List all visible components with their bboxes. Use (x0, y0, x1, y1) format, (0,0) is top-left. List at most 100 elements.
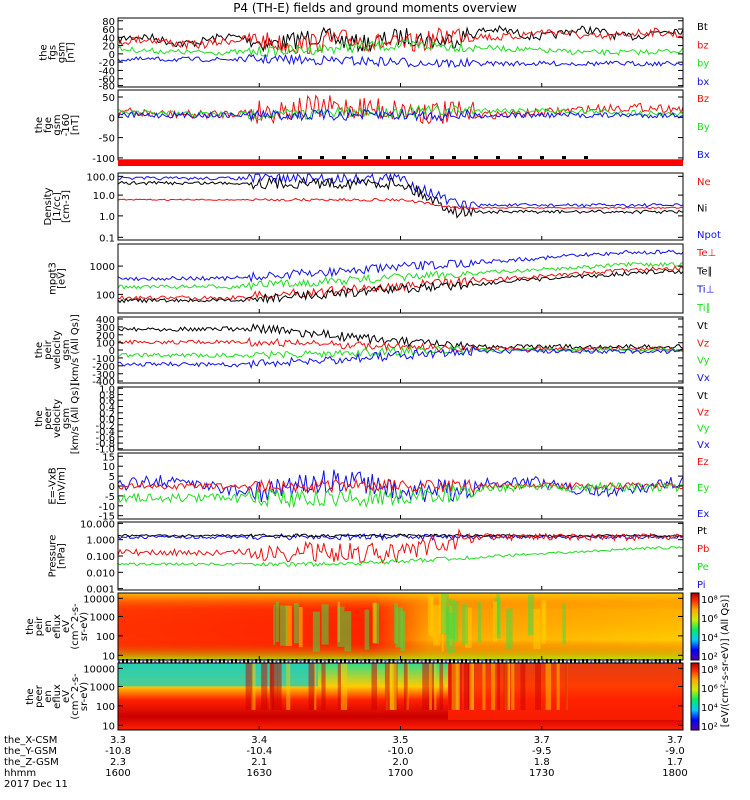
spectrogram-flag-mark (582, 659, 585, 663)
spectrogram-flag-mark (210, 659, 213, 663)
panel-frame (117, 521, 684, 591)
y-tick-label: 60 (102, 25, 115, 36)
spectrogram-flag-mark (388, 659, 391, 663)
spectrogram-flag-mark (614, 659, 617, 663)
spectrogram-flag-mark (182, 659, 185, 663)
spectrogram-flag-mark (513, 659, 516, 663)
legend-Vt: Vt (697, 321, 708, 332)
spectrogram-flag-mark (586, 659, 589, 663)
footer-value: 2.0 (393, 757, 409, 768)
spectrogram-flag-mark (194, 659, 197, 663)
spectrogram-flag-mark (545, 659, 548, 663)
spectrogram-flag-mark (598, 659, 601, 663)
y-axis-label: gsm (61, 408, 72, 429)
flag-mark (474, 156, 478, 159)
spectrogram-flag-mark (590, 659, 593, 663)
spectrogram-flag-mark (626, 659, 629, 663)
spectrogram-streak (440, 594, 449, 635)
spectrogram-flag-mark (206, 659, 209, 663)
spectrogram-flag-mark (517, 659, 520, 663)
spectrogram-flag-mark (130, 659, 133, 663)
spectrogram-streak (462, 604, 468, 645)
spectrogram-flag-mark (255, 659, 258, 663)
y-tick-label: -100 (92, 354, 115, 365)
y-axis-label: the (39, 44, 50, 60)
series-line-Bx (117, 107, 684, 123)
spectrogram-flag-mark (541, 659, 544, 663)
spectrogram-flag-mark (662, 659, 665, 663)
flag-mark (430, 156, 434, 159)
footer-value: 2.1 (251, 757, 267, 768)
spectrogram-streak (286, 663, 291, 710)
spectrogram-streak (453, 600, 459, 642)
spectrogram-streak (273, 604, 276, 645)
spectrogram-flag-mark (376, 659, 379, 663)
figure-title: P4 (TH-E) fields and ground moments over… (233, 1, 517, 15)
spectrogram-streak (451, 663, 459, 710)
spectrogram-streak (478, 602, 482, 643)
series-line-Ti∥ (117, 261, 684, 292)
spectrogram-flag-mark (493, 659, 496, 663)
spectrogram-flag-mark (666, 659, 669, 663)
spectrogram-flag-mark (485, 659, 488, 663)
spectrogram-flag-mark (489, 659, 492, 663)
y-tick-label: -0.4 (95, 427, 115, 438)
spectrogram-flag-mark (279, 659, 282, 663)
y-tick-label: 300 (96, 323, 115, 334)
footer-value: 2.3 (110, 757, 126, 768)
spectrogram-flag-mark (327, 659, 330, 663)
colorbar-tick-label: 10⁴ (701, 703, 718, 714)
spectrogram-streak (556, 663, 560, 710)
legend-Npot: Npot (697, 230, 721, 241)
y-tick-label: 1000 (90, 612, 115, 623)
spectrogram-flag-mark (384, 659, 387, 663)
footer-value: 1.8 (534, 757, 550, 768)
legend-Ne: Ne (697, 177, 711, 188)
spectrogram-flag-mark (505, 659, 508, 663)
panel-peir_spec: 10000 1000 100 10 thepeirenefluxeV(cm^2-s-sr… (25, 592, 684, 662)
spectrogram-flag-mark (218, 659, 221, 663)
spectrogram-flag-mark (404, 659, 407, 663)
y-axis-label: -160 (61, 114, 72, 137)
flag-mark (584, 156, 588, 159)
y-tick-label: 0.2 (99, 409, 115, 420)
y-tick-label: 50 (102, 93, 115, 104)
spectrogram-flag-mark (166, 659, 169, 663)
spectrogram-streak (275, 601, 279, 642)
spectrogram-flag-mark (259, 659, 262, 663)
spectrogram-streak (471, 663, 475, 710)
series-line-Ti⊥ (117, 249, 684, 284)
y-tick-label: 1000 (90, 682, 115, 693)
y-tick-label: 10 (102, 721, 115, 732)
spectrogram-streak (250, 663, 256, 710)
y-axis-label: [nPa] (57, 543, 68, 569)
y-tick-label: 10.0 (93, 191, 115, 202)
y-tick-label: 10000 (83, 594, 115, 605)
spectrogram-streak (541, 600, 547, 641)
y-axis-label: en (43, 620, 54, 633)
spectrogram-streak (465, 607, 472, 648)
spectrogram-flag-mark (525, 659, 528, 663)
spectrogram-flag-mark (400, 659, 403, 663)
y-tick-label: 80 (102, 17, 115, 28)
spectrogram-flag-mark (275, 659, 278, 663)
y-tick-label: -20 (99, 58, 115, 69)
spectrogram-flag-mark (565, 659, 568, 663)
spectrogram-flag-mark (364, 659, 367, 663)
spectrogram-flag-mark (440, 659, 443, 663)
spectrogram-flag-mark (432, 659, 435, 663)
footer-row-label: the_Y-GSM (4, 746, 57, 757)
y-axis-label: eflux (52, 614, 63, 639)
legend-Ti⊥: Ti⊥ (696, 285, 714, 296)
y-axis-label: [cm-3] (61, 190, 72, 223)
y-tick-label: -200 (92, 362, 115, 373)
spectrogram-streak (340, 663, 348, 710)
legend-Te⊥: Te⊥ (696, 248, 716, 259)
footer-value: 3.7 (667, 735, 683, 746)
spectrogram-streak (511, 663, 515, 710)
spectrogram-flag-mark (465, 659, 468, 663)
spectrogram-flag-mark (339, 659, 342, 663)
spectrogram-flag-mark (231, 659, 233, 663)
